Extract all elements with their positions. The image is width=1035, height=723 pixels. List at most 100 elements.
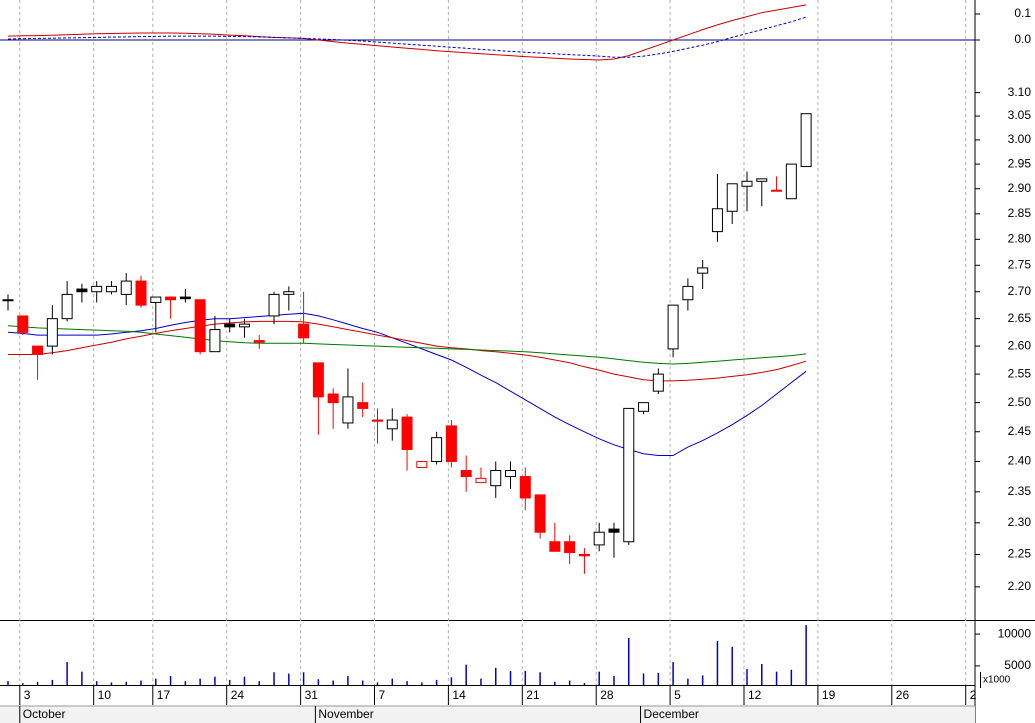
month-label: October: [23, 707, 66, 721]
candle-body: [105, 285, 117, 293]
candle-body: [475, 477, 487, 484]
y-tick-label: 0.1: [1014, 6, 1031, 20]
y-tick-label: 2.70: [1008, 284, 1032, 298]
y-tick-label: 2.40: [1008, 454, 1032, 468]
month-label: December: [644, 707, 699, 721]
candle-body: [800, 113, 812, 168]
indicator-line: [7, 4, 807, 61]
candle-body: [534, 494, 546, 533]
candle-body: [682, 285, 694, 301]
y-tick-label: 3.10: [1008, 85, 1032, 99]
y-tick-label: 2.80: [1008, 231, 1032, 245]
indicator-line: [7, 325, 807, 365]
candle-body: [312, 362, 324, 398]
unit-label: x1000: [983, 675, 1011, 686]
indicator-line: [7, 16, 807, 58]
candle-body: [445, 425, 457, 462]
candle-body: [623, 407, 635, 543]
candle-body: [460, 470, 472, 478]
candle-body: [32, 345, 44, 355]
candle-body: [268, 293, 280, 317]
candle-body: [638, 402, 650, 412]
x-tick-label: 31: [305, 688, 319, 702]
candle-body: [505, 470, 517, 478]
candle-body: [224, 323, 236, 328]
candle-body: [283, 291, 295, 295]
y-tick-label: 2.90: [1008, 181, 1032, 195]
x-tick-label: 26: [896, 688, 910, 702]
x-tick-label: 28: [600, 688, 614, 702]
y-tick-label: 0.0: [1014, 32, 1031, 46]
candle-body: [741, 180, 753, 187]
candle-body: [238, 323, 250, 328]
y-tick-label: 2.95: [1008, 156, 1032, 170]
y-tick-label: 2.30: [1008, 515, 1032, 529]
y-tick-label: 2.65: [1008, 311, 1032, 325]
candle-body: [120, 280, 132, 295]
candle-body: [17, 315, 29, 333]
x-tick-label: 12: [748, 688, 762, 702]
x-tick-label: 5: [674, 688, 681, 702]
candle-body: [298, 323, 310, 339]
x-tick-label: 17: [157, 688, 171, 702]
y-tick-label: 2.60: [1008, 338, 1032, 352]
candle-body: [697, 267, 709, 274]
candle-body: [667, 304, 679, 350]
candle-body: [431, 437, 443, 462]
x-tick-label: 19: [822, 688, 836, 702]
candle-body: [549, 541, 561, 552]
y-tick-label: 2.85: [1008, 206, 1032, 220]
month-label: November: [318, 707, 373, 721]
candle-body: [771, 189, 783, 192]
x-tick-label: 24: [231, 688, 245, 702]
x-tick-label: 21: [526, 688, 540, 702]
y-tick-label: 2.25: [1008, 547, 1032, 561]
indicator-line: [8, 320, 807, 382]
candle-body: [372, 419, 383, 422]
y-tick-label: 5000: [1004, 658, 1031, 672]
candle-body: [578, 553, 590, 557]
candle-body: [608, 528, 620, 533]
candle-body: [519, 476, 531, 499]
y-tick-label: 2.35: [1008, 484, 1032, 498]
candle-body: [357, 402, 369, 409]
candle-body: [135, 280, 147, 306]
y-tick-label: 10000: [998, 626, 1032, 640]
candle-body: [342, 396, 354, 424]
candle-body: [61, 293, 73, 320]
candle-body: [401, 416, 413, 451]
x-tick-label: 14: [452, 688, 466, 702]
candle-body: [490, 470, 502, 487]
candle-body: [593, 531, 605, 546]
y-tick-label: 2.20: [1008, 579, 1032, 593]
candle-body: [726, 183, 738, 212]
candle-body: [165, 296, 177, 301]
candle-body: [327, 393, 339, 404]
candle-body: [209, 329, 221, 353]
x-tick-label: 3: [24, 688, 31, 702]
candle-body: [386, 419, 398, 430]
y-tick-label: 3.00: [1008, 132, 1032, 146]
candle-body: [46, 318, 58, 347]
candle-body: [76, 288, 88, 293]
candle-body: [711, 208, 723, 233]
y-tick-label: 2.55: [1008, 366, 1032, 380]
x-tick-label: 10: [98, 688, 112, 702]
candle-body: [2, 299, 14, 302]
candle-body: [652, 373, 664, 392]
x-tick-label: 7: [379, 688, 386, 702]
candle-body: [91, 285, 103, 293]
month-row: [0, 706, 975, 723]
indicator-line: [7, 312, 807, 456]
x-tick-label: 2: [970, 688, 977, 702]
candle-body: [416, 460, 428, 468]
candle-body: [194, 299, 206, 353]
candle-body: [179, 296, 191, 300]
candle-body: [756, 178, 768, 182]
candle-body: [564, 541, 576, 554]
y-tick-label: 3.05: [1008, 108, 1032, 122]
candle-body: [785, 163, 797, 200]
